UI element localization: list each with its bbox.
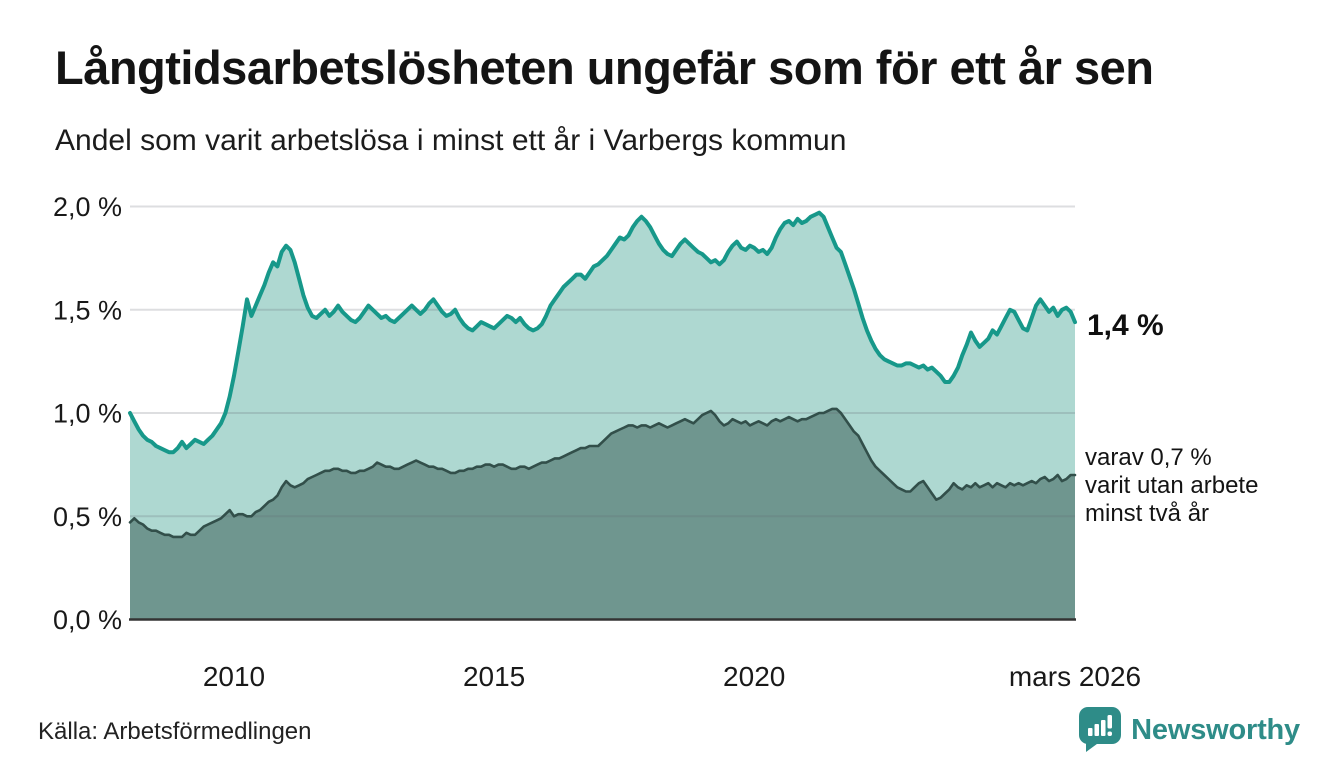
y-tick-label-0,0%: 0,0 %: [53, 605, 122, 635]
y-tick-label-1,5%: 1,5 %: [53, 295, 122, 325]
x-tick-label-mars-2026: mars 2026: [1009, 661, 1141, 692]
series-line-one-year: [128, 210, 1077, 455]
y-tick-label-0,5%: 0,5 %: [53, 502, 122, 532]
series-fill-areas: [130, 212, 1075, 620]
series-lines: [128, 210, 1077, 539]
source-note: Källa: Arbetsförmedlingen: [38, 718, 312, 745]
latest-value-label: 1,4 %: [1087, 309, 1164, 342]
series-line-two-years: [128, 407, 1077, 539]
series-area-two-years: [130, 408, 1075, 620]
newsworthy-logo-text: Newsworthy: [1131, 713, 1300, 746]
newsworthy-logo-icon: [1079, 707, 1122, 752]
x-tick-label-2015: 2015: [463, 661, 525, 692]
axis-tick-labels: 2,0 % 1,5 % 1,0 % 0,5 % 0,0 % 2010 2015 2020 mar…: [53, 192, 1141, 692]
secondary-value-label: varav 0,7 % varit utan arbete minst två …: [1085, 444, 1259, 527]
x-tick-label-2020: 2020: [723, 661, 785, 692]
chart-title: Långtidsarbetslösheten ungefär som för e…: [55, 41, 1154, 94]
newsworthy-logo: Newsworthy: [1079, 707, 1300, 753]
chart-subtitle: Andel som varit arbetslösa i minst ett å…: [55, 124, 847, 157]
y-tick-label-2,0%: 2,0 %: [53, 192, 122, 222]
x-tick-label-2010: 2010: [203, 661, 265, 692]
y-tick-label-1,0%: 1,0 %: [53, 399, 122, 429]
gridlines: [130, 205, 1075, 518]
